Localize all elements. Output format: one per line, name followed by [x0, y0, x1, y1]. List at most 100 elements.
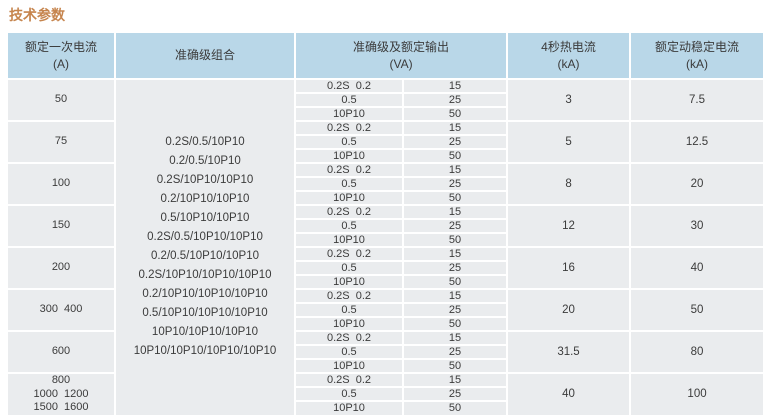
table-row: 0.5 25: [8, 262, 763, 274]
accuracy-combination-cell: 0.2S/0.5/10P10 0.2/0.5/10P10 0.2S/10P10/…: [116, 80, 294, 415]
thermal-current-cell: 3: [508, 80, 630, 120]
header-4s-thermal-current: 4秒热电流 (kA): [508, 33, 630, 78]
table-row: 10P10 50: [8, 150, 763, 162]
table-row: 0.5 25: [8, 304, 763, 316]
header-accuracy-combination: 准确级组合: [116, 33, 294, 78]
table-row: 100 0.2S 0.2 15 8 20: [8, 164, 764, 204]
va-cell: 15: [404, 332, 507, 344]
technical-parameters-table: 额定一次电流 (A) 准确级组合 准确级及额定输出 (VA) 4秒热电流 (kA…: [6, 31, 765, 417]
accuracy-class-cell: 0.5: [296, 304, 402, 316]
table-row: 10P10 50: [8, 276, 763, 288]
rated-current-cell: 300 400: [8, 290, 114, 330]
va-cell: 25: [404, 220, 507, 232]
va-cell: 15: [404, 122, 507, 134]
va-cell: 25: [404, 262, 507, 274]
thermal-current-cell: 12: [508, 206, 630, 246]
accuracy-class-cell: 10P10: [296, 150, 402, 162]
rated-current-cell: 150: [8, 206, 114, 246]
accuracy-class-cell: 0.5: [296, 94, 402, 106]
va-cell: 25: [404, 178, 507, 190]
accuracy-class-cell: 0.2S 0.2: [296, 374, 402, 387]
va-cell: 25: [404, 94, 507, 106]
table-row: 10P10 50: [8, 360, 763, 372]
table-row: 0.5 25: [8, 178, 763, 190]
dynamic-current-cell: 12.5: [631, 122, 764, 162]
table-row: 0.5 25: [8, 136, 763, 148]
thermal-current-cell: 16: [508, 248, 630, 288]
dynamic-current-cell: 7.5: [631, 80, 764, 120]
thermal-current-cell: 8: [508, 164, 630, 204]
va-cell: 15: [404, 206, 507, 218]
accuracy-class-cell: 0.2S 0.2: [296, 164, 402, 176]
accuracy-class-cell: 0.5: [296, 178, 402, 190]
va-cell: 50: [404, 150, 507, 162]
table-row: 10P10 50: [8, 318, 763, 330]
accuracy-class-cell: 0.2S 0.2: [296, 248, 402, 260]
va-cell: 50: [404, 108, 507, 120]
accuracy-class-cell: 0.5: [296, 346, 402, 358]
table-row: 0.5 25: [8, 388, 763, 401]
rated-current-cell: 600: [8, 332, 114, 372]
va-cell: 50: [404, 192, 507, 204]
dynamic-current-cell: 50: [631, 290, 764, 330]
table-row: 10P10 50: [8, 192, 763, 204]
accuracy-class-cell: 10P10: [296, 360, 402, 372]
accuracy-class-cell: 0.5: [296, 388, 402, 401]
accuracy-class-cell: 0.2S 0.2: [296, 206, 402, 218]
thermal-current-cell: 40: [508, 374, 630, 415]
va-cell: 25: [404, 136, 507, 148]
rated-current-cell: 200: [8, 248, 114, 288]
table-row: 50 0.2S/0.5/10P10 0.2/0.5/10P10 0.2S/10P…: [8, 80, 764, 415]
va-cell: 15: [404, 80, 507, 92]
table-row: 600 0.2S 0.2 15 31.5 80: [8, 332, 764, 372]
accuracy-class-cell: 0.2S 0.2: [296, 290, 402, 302]
accuracy-class-cell: 10P10: [296, 192, 402, 204]
accuracy-class-cell: 10P10: [296, 402, 402, 415]
table-row: 10P10 50: [8, 108, 763, 120]
thermal-current-cell: 5: [508, 122, 630, 162]
va-cell: 25: [404, 304, 507, 316]
dynamic-current-cell: 20: [631, 164, 764, 204]
va-cell: 50: [404, 360, 507, 372]
rated-current-cell: 800 1000 1200 1500 1600: [8, 374, 114, 415]
rated-current-cell: 75: [8, 122, 114, 162]
accuracy-class-cell: 0.2S 0.2: [296, 80, 402, 92]
va-cell: 50: [404, 234, 507, 246]
header-row: 额定一次电流 (A) 准确级组合 准确级及额定输出 (VA) 4秒热电流 (kA…: [8, 33, 764, 78]
table-row: 10P10 50: [8, 402, 763, 415]
table-row: 0.5 25: [8, 220, 763, 232]
table-row: 300 400 0.2S 0.2 15 20 50: [8, 290, 764, 330]
va-cell: 50: [404, 318, 507, 330]
table-row: 75 0.2S 0.2 15 5 12.5: [8, 122, 764, 162]
va-cell: 15: [404, 290, 507, 302]
accuracy-class-cell: 10P10: [296, 234, 402, 246]
table-row: 10P10 50: [8, 234, 763, 246]
va-cell: 15: [404, 248, 507, 260]
va-cell: 15: [404, 164, 507, 176]
accuracy-class-cell: 10P10: [296, 276, 402, 288]
accuracy-class-cell: 0.2S 0.2: [296, 332, 402, 344]
dynamic-current-cell: 80: [631, 332, 764, 372]
table-row: 200 0.2S 0.2 15 16 40: [8, 248, 764, 288]
rated-current-cell: 100: [8, 164, 114, 204]
accuracy-class-cell: 10P10: [296, 318, 402, 330]
header-dynamic-stability-current: 额定动稳定电流 (kA): [631, 33, 764, 78]
va-cell: 50: [404, 402, 507, 415]
accuracy-class-cell: 0.5: [296, 262, 402, 274]
rated-current-cell: 50: [8, 80, 114, 120]
va-cell: 50: [404, 276, 507, 288]
dynamic-current-cell: 30: [631, 206, 764, 246]
va-cell: 25: [404, 388, 507, 401]
accuracy-class-cell: 0.5: [296, 136, 402, 148]
table-row: 0.5 25: [8, 94, 763, 106]
header-rated-primary-current: 额定一次电流 (A): [8, 33, 114, 78]
table-row: 800 1000 1200 1500 1600 0.2S 0.2 15 40 1…: [8, 374, 764, 415]
va-cell: 15: [404, 374, 507, 387]
page-title: 技术参数: [9, 7, 65, 23]
dynamic-current-cell: 40: [631, 248, 764, 288]
header-accuracy-rated-output: 准确级及额定输出 (VA): [296, 33, 507, 78]
table-row: 150 0.2S 0.2 15 12 30: [8, 206, 764, 246]
accuracy-class-cell: 10P10: [296, 108, 402, 120]
dynamic-current-cell: 100: [631, 374, 764, 415]
accuracy-class-cell: 0.5: [296, 220, 402, 232]
